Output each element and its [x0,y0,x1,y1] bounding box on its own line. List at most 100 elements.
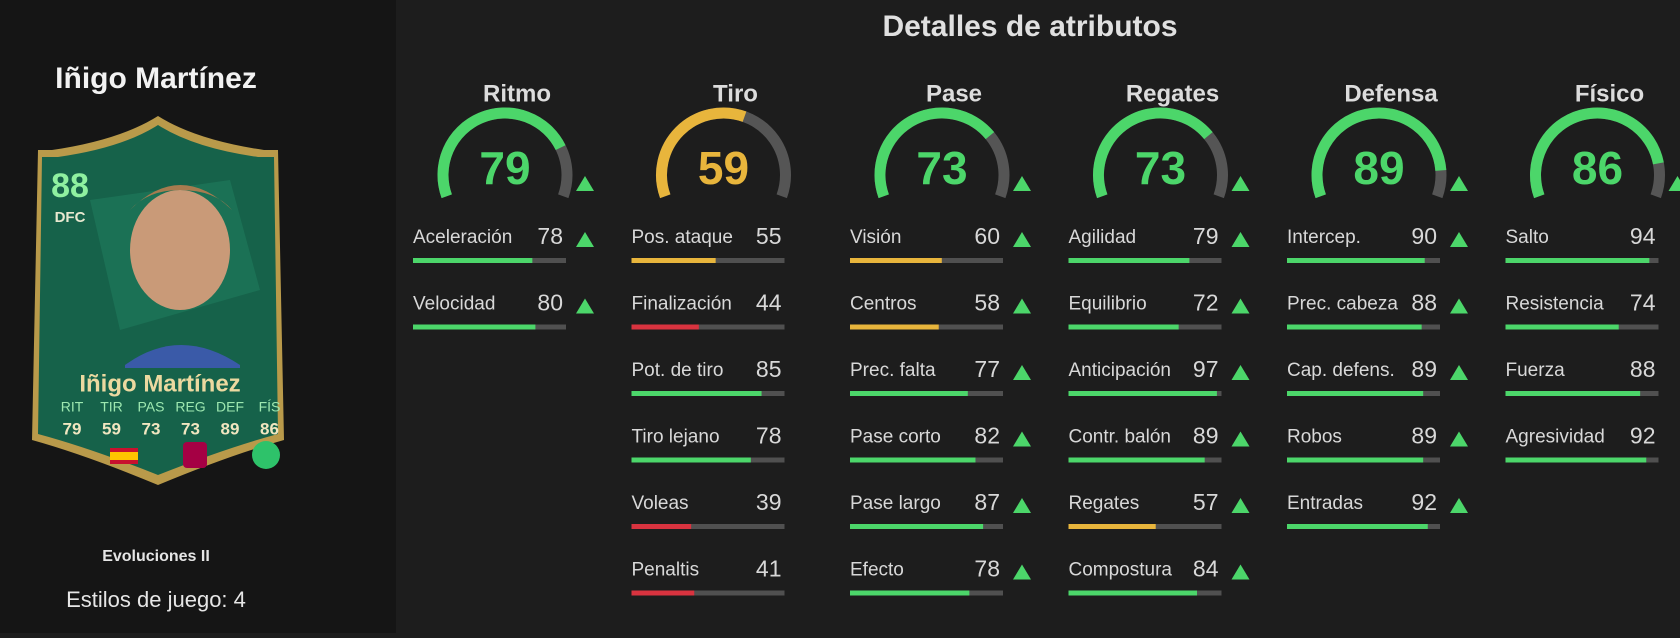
attribute-value: 89 [1411,356,1437,382]
attribute-value: 41 [756,556,782,582]
card-stat-value: 86 [260,419,279,438]
upgrade-arrow [1450,432,1468,447]
attribute-name: Visión [850,227,901,248]
attribute-value: 39 [756,489,782,515]
attribute-bar [1287,524,1428,529]
attribute-name: Pase corto [850,427,941,448]
attribute-name: Pase largo [850,493,941,514]
attribute-name: Intercep. [1287,227,1361,248]
attribute-name: Resistencia [1506,294,1605,315]
attribute-name: Velocidad [413,294,495,315]
attribute-value: 77 [974,356,1000,382]
card-stat-label: DEF [216,399,244,415]
upgrade-arrow [1450,176,1468,191]
attribute-bar [632,258,716,263]
card-name: Iñigo Martínez [79,370,240,397]
category-name: Ritmo [483,80,551,107]
attribute-value: 57 [1193,489,1219,515]
evo-icon [252,441,280,469]
attribute-value: 90 [1411,223,1437,249]
attribute-bar [850,325,939,330]
section-title: Detalles de atributos [882,10,1177,43]
upgrade-arrow [1013,365,1031,380]
attribute-value: 92 [1630,423,1656,449]
attribute-value: 74 [1630,290,1656,316]
attribute-bar [632,325,699,330]
attribute-bar [1506,258,1650,263]
attribute-value: 80 [537,290,563,316]
attribute-value: 44 [756,290,782,316]
attribute-bar [1287,458,1423,463]
attribute-value: 85 [756,356,782,382]
card-stat-label: TIR [100,399,123,415]
category-name: Tiro [713,80,758,107]
attribute-value: 88 [1630,356,1656,382]
category-value: 86 [1572,142,1623,194]
card-stat-value: 89 [221,419,240,438]
attribute-name: Equilibrio [1069,294,1147,315]
attribute-value: 87 [974,489,1000,515]
category-value: 73 [1135,142,1186,194]
attribute-value: 78 [537,223,563,249]
attribute-bar [1506,458,1647,463]
attribute-bar [1069,258,1190,263]
attribute-bar [632,391,762,396]
attribute-bar [1069,591,1198,596]
card-version: Evoluciones II [102,548,210,565]
player-name: Iñigo Martínez [55,62,257,95]
attribute-value: 84 [1193,556,1219,582]
attribute-bar [1069,391,1217,396]
attribute-value: 82 [974,423,1000,449]
attribute-name: Efecto [850,560,904,581]
attribute-value: 72 [1193,290,1219,316]
attribute-bar [413,325,535,330]
upgrade-arrow [1669,176,1680,191]
attribute-name: Agilidad [1069,227,1137,248]
attribute-name: Penaltis [632,560,700,581]
upgrade-arrow [576,176,594,191]
attribute-value: 89 [1193,423,1219,449]
attribute-name: Finalización [632,294,732,315]
upgrade-arrow [1232,365,1250,380]
attribute-bar [850,524,983,529]
category-name: Físico [1575,80,1644,107]
attribute-name: Tiro lejano [632,427,720,448]
attribute-name: Anticipación [1069,360,1171,381]
attribute-value: 97 [1193,356,1219,382]
attribute-value: 92 [1411,489,1437,515]
attribute-bar [632,591,695,596]
upgrade-arrow [576,299,594,314]
upgrade-arrow [1450,232,1468,247]
attribute-name: Regates [1069,493,1140,514]
card-stat-label: REG [175,399,205,415]
attribute-name: Prec. cabeza [1287,294,1398,315]
card-stat-value: 79 [63,419,82,438]
attribute-bar [850,458,975,463]
card-position: DFC [55,209,86,226]
attribute-value: 88 [1411,290,1437,316]
player-face [130,190,230,310]
attribute-value: 79 [1193,223,1219,249]
club-badge [183,442,207,468]
upgrade-arrow [1232,432,1250,447]
attribute-value: 78 [974,556,1000,582]
attribute-name: Pos. ataque [632,227,733,248]
upgrade-arrow [1232,299,1250,314]
category-name: Defensa [1344,80,1438,107]
attribute-name: Entradas [1287,493,1363,514]
attribute-name: Aceleración [413,227,512,248]
attribute-bar [850,391,968,396]
category-value: 73 [916,142,967,194]
upgrade-arrow [1232,498,1250,513]
attribute-name: Cap. defens. [1287,360,1395,381]
attribute-name: Pot. de tiro [632,360,724,381]
upgrade-arrow [1450,299,1468,314]
card-stat-label: PAS [138,399,165,415]
upgrade-arrow [1232,176,1250,191]
attribute-bar [1506,325,1619,330]
attribute-bar [1287,325,1422,330]
upgrade-arrow [1450,365,1468,380]
upgrade-arrow [1013,432,1031,447]
